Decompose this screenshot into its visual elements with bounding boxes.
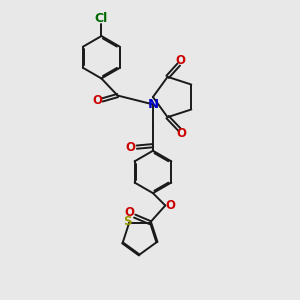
Text: O: O bbox=[176, 54, 186, 68]
Text: O: O bbox=[92, 94, 102, 107]
Text: O: O bbox=[126, 141, 136, 154]
Text: N: N bbox=[147, 98, 158, 111]
Text: O: O bbox=[124, 206, 134, 219]
Text: O: O bbox=[176, 127, 186, 140]
Text: S: S bbox=[123, 215, 131, 229]
Text: O: O bbox=[166, 199, 176, 212]
Text: Cl: Cl bbox=[95, 12, 108, 25]
